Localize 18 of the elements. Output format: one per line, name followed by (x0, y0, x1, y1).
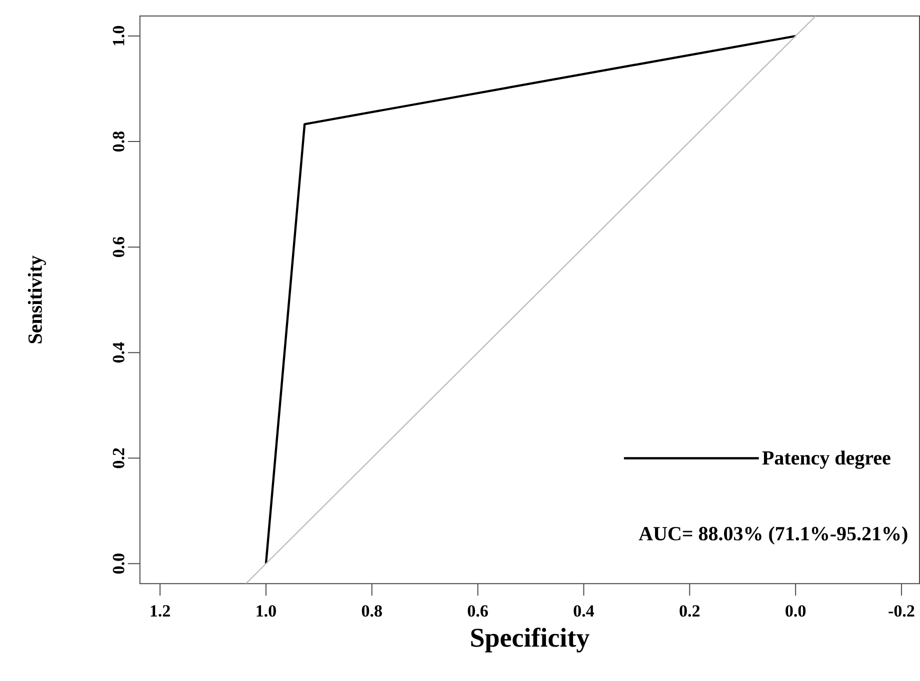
x-tick-label: 0.8 (362, 605, 382, 617)
y-axis-title: Sensitivity (28, 256, 46, 344)
x-tick-label: -0.2 (888, 605, 914, 617)
y-tick-label: 0.2 (112, 448, 124, 468)
x-tick-label: 0.4 (574, 605, 594, 617)
y-tick-label: 0.8 (112, 132, 124, 152)
x-axis-title: Specificity (471, 628, 590, 653)
y-tick-label: 1.0 (112, 26, 124, 46)
y-tick-label: 0.4 (112, 342, 124, 363)
x-tick-label: 0.0 (786, 605, 806, 617)
y-tick-label: 0.6 (112, 237, 124, 258)
y-tick-label: 0.0 (112, 554, 124, 574)
x-tick-label: 1.0 (256, 605, 276, 617)
x-tick-label: 0.6 (468, 605, 488, 617)
x-tick-label: 0.2 (680, 605, 700, 617)
text: Patency degree (762, 450, 890, 470)
annotation: AUC= 88.03% (71.1%-95.21%) (638, 526, 908, 545)
x-tick-label: 1.2 (150, 605, 170, 617)
